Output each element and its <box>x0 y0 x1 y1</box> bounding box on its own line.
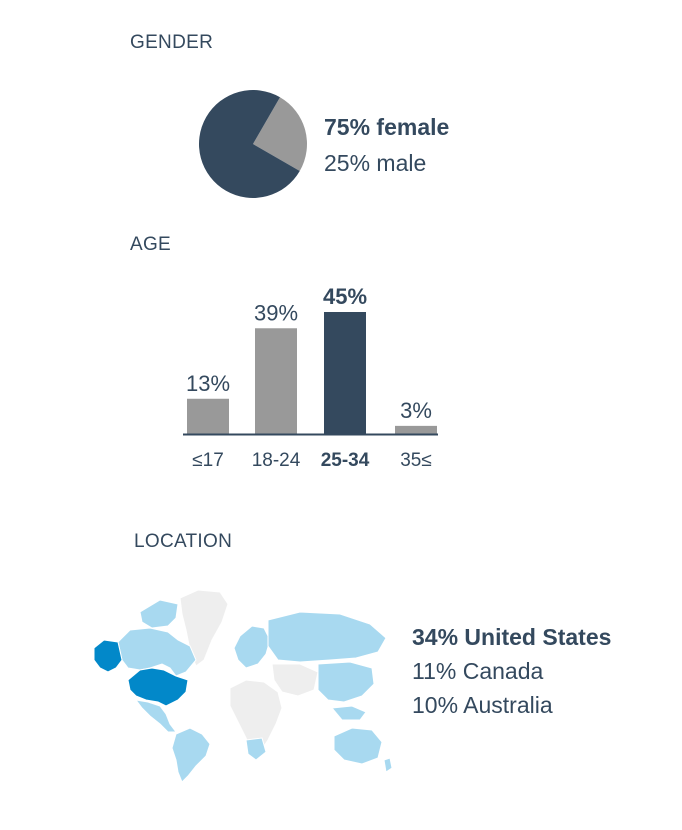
location-title: LOCATION <box>134 531 233 552</box>
map-new-zealand <box>383 757 393 773</box>
gender-title: GENDER <box>130 32 214 53</box>
age-category-1: 18-24 <box>252 450 301 471</box>
map-greenland <box>179 589 229 667</box>
age-bar-0 <box>187 398 229 434</box>
map-mexico <box>134 699 177 733</box>
map-africa-south <box>245 737 267 761</box>
gender-label-male: 25% male <box>324 150 427 176</box>
age-bar-3 <box>395 425 437 434</box>
gender-label-female: 75% female <box>324 114 450 140</box>
location-item-1: 11% Canada <box>412 658 544 684</box>
location-item-0: 34% United States <box>412 624 612 650</box>
age-bar-1 <box>255 328 297 434</box>
map-se-asia <box>331 705 367 721</box>
age-bar-value-3: 3% <box>400 398 432 423</box>
map-middle-east <box>271 663 319 697</box>
map-south-america <box>171 727 211 783</box>
age-bar-2 <box>324 312 366 434</box>
map-usa <box>127 667 189 707</box>
gender-pie <box>199 90 308 198</box>
location-item-2: 10% Australia <box>412 692 553 718</box>
age-bar-chart: 13% ≤17 39% 18-24 45% 25-34 3% 35≤ <box>183 284 438 471</box>
pie-slice-female <box>199 90 300 198</box>
map-africa <box>229 679 283 753</box>
map-asia <box>317 661 375 703</box>
map-australia <box>333 727 383 765</box>
age-bar-value-0: 13% <box>186 371 230 396</box>
age-bar-value-1: 39% <box>254 300 298 325</box>
map-canada-islands <box>139 599 179 629</box>
map-alaska <box>93 639 123 673</box>
age-bar-value-2: 45% <box>323 284 367 309</box>
map-russia <box>267 611 387 663</box>
age-title: AGE <box>130 234 172 255</box>
world-map <box>93 589 393 783</box>
pie-slice-male <box>253 97 308 171</box>
map-europe <box>233 625 271 669</box>
age-category-2: 25-34 <box>321 450 370 471</box>
age-category-3: 35≤ <box>400 450 432 471</box>
age-category-0: ≤17 <box>192 450 224 471</box>
map-canada <box>117 627 197 677</box>
